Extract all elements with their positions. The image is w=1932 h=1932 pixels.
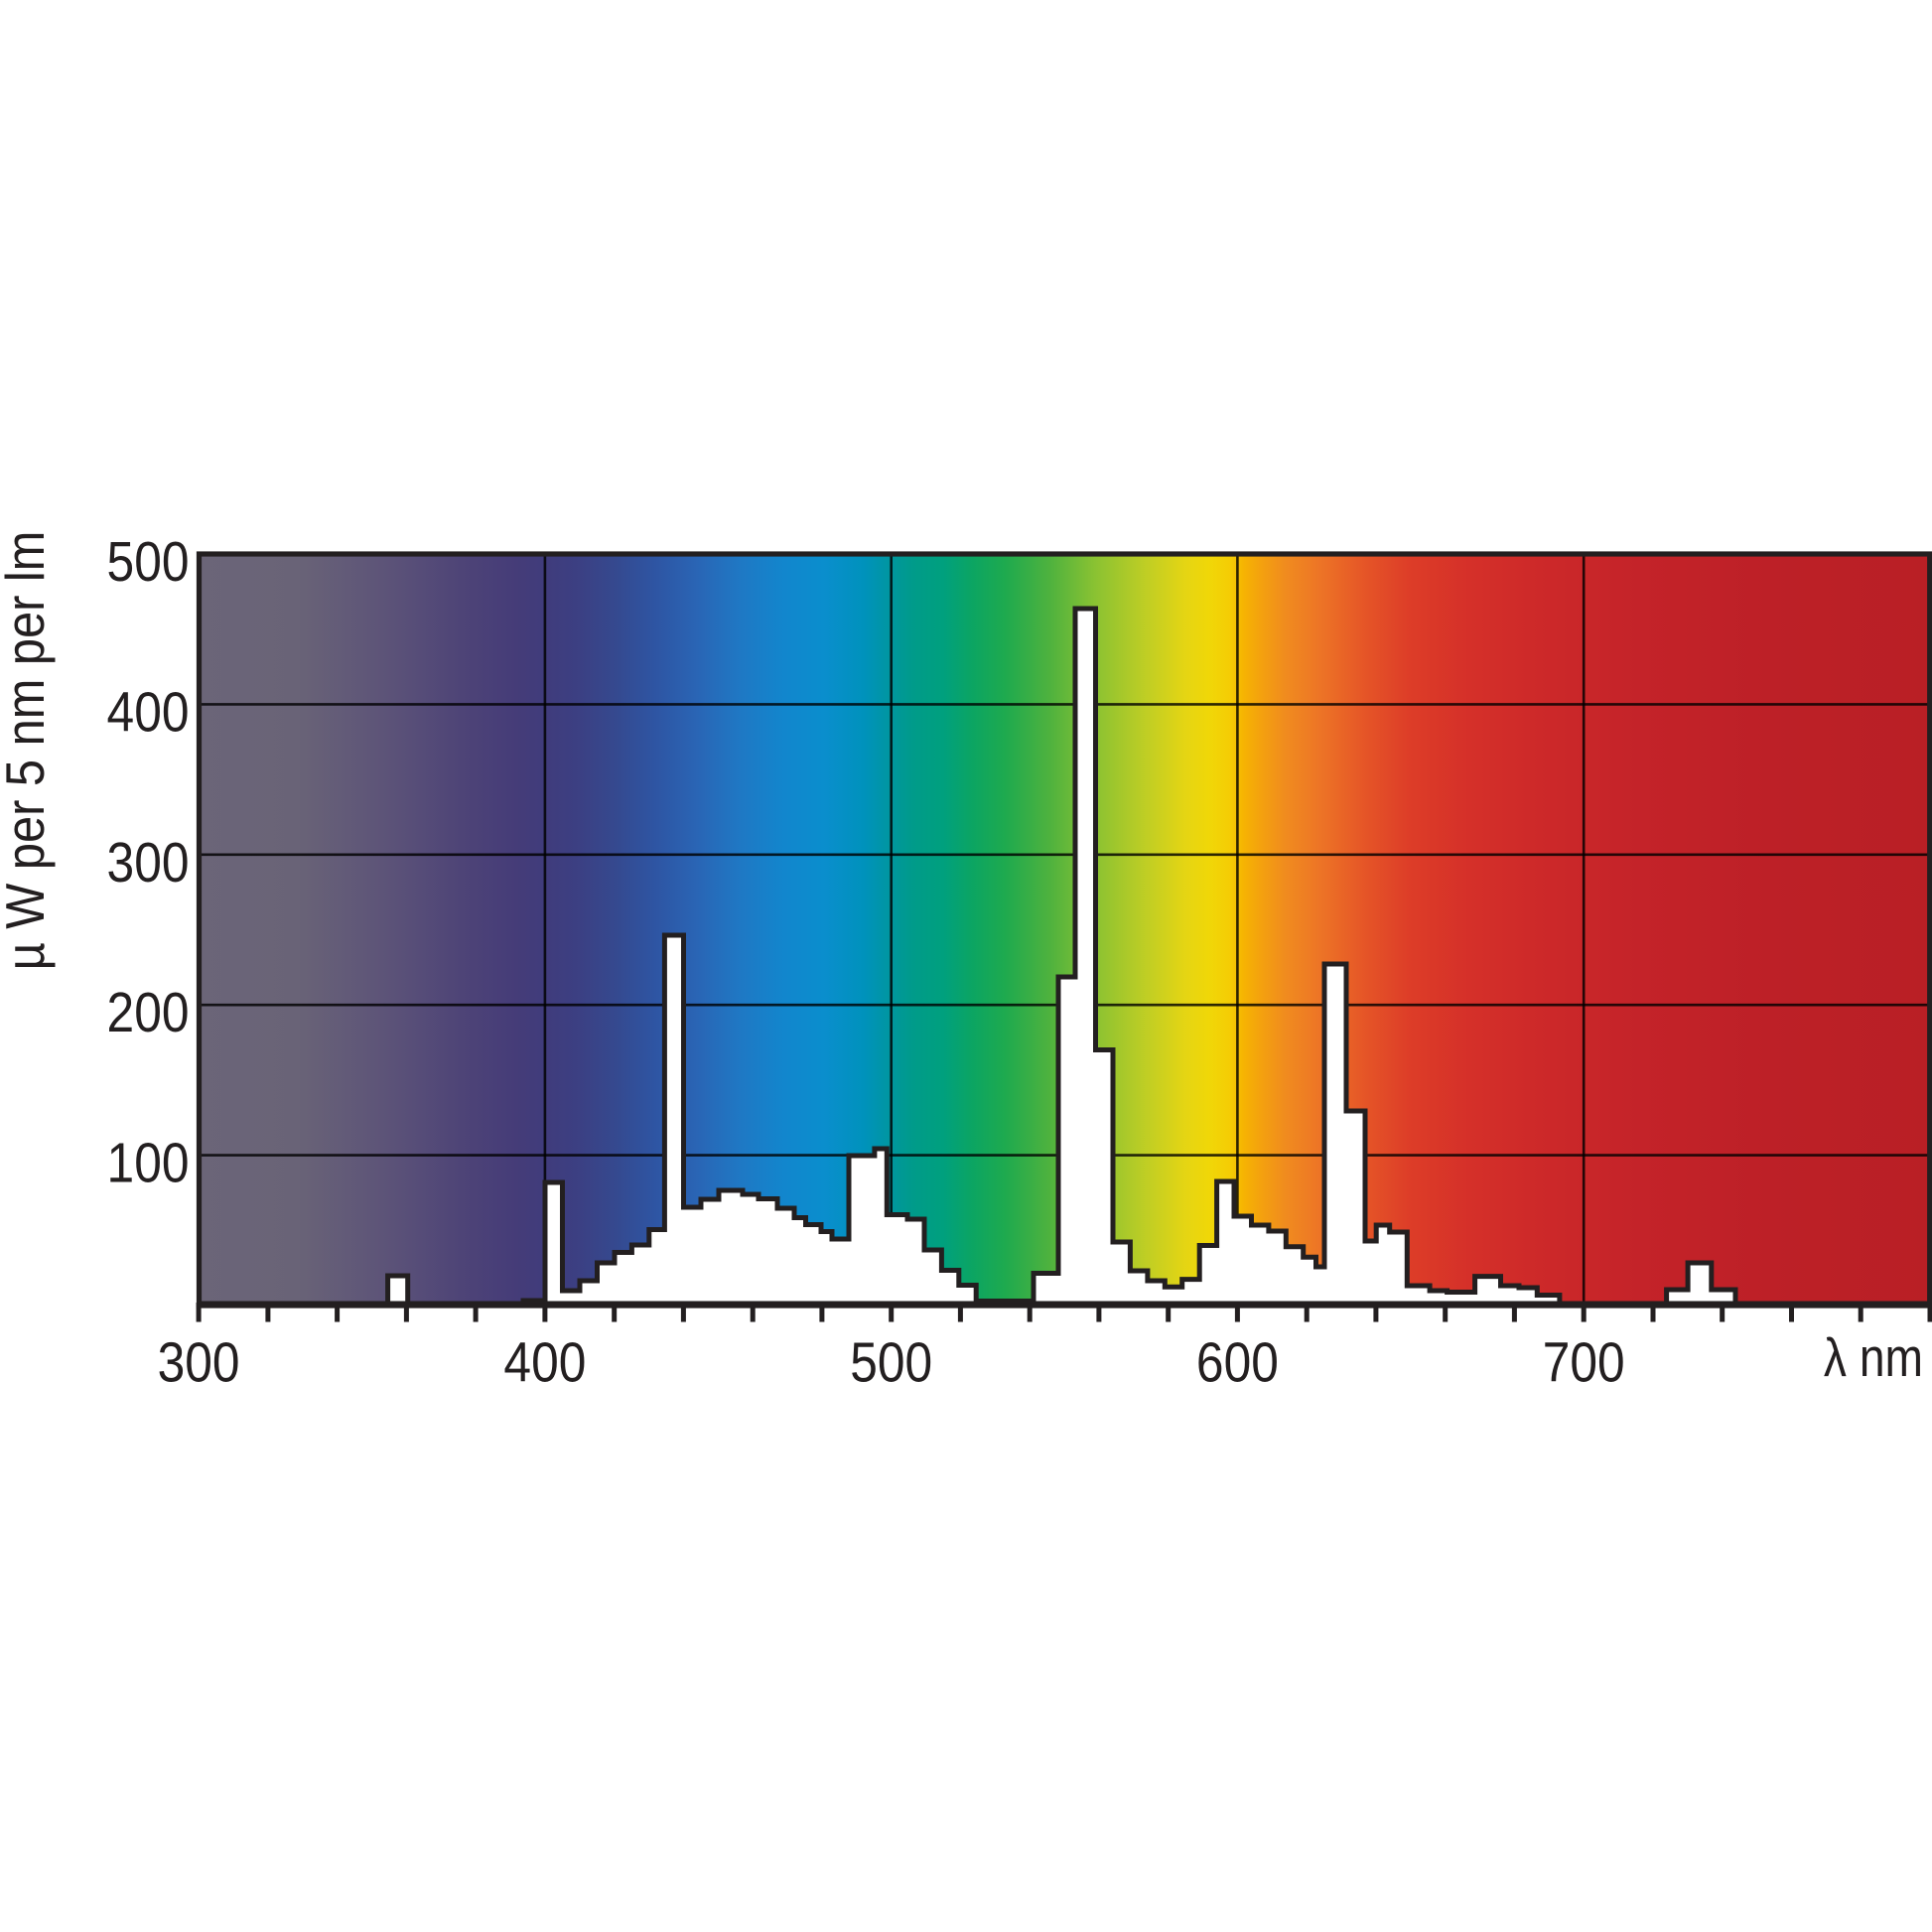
svg-text:200: 200 (107, 982, 190, 1044)
svg-text:µ W per 5 nm per lm: µ W per 5 nm per lm (0, 531, 57, 971)
svg-text:100: 100 (107, 1133, 190, 1195)
svg-text:400: 400 (503, 1332, 586, 1395)
svg-text:400: 400 (107, 682, 190, 745)
svg-text:λ nm: λ nm (1824, 1326, 1923, 1388)
svg-text:300: 300 (158, 1332, 240, 1395)
svg-text:500: 500 (850, 1332, 932, 1395)
svg-text:500: 500 (107, 531, 190, 594)
svg-text:300: 300 (107, 832, 190, 895)
svg-text:600: 600 (1196, 1332, 1279, 1395)
svg-text:700: 700 (1543, 1332, 1625, 1395)
